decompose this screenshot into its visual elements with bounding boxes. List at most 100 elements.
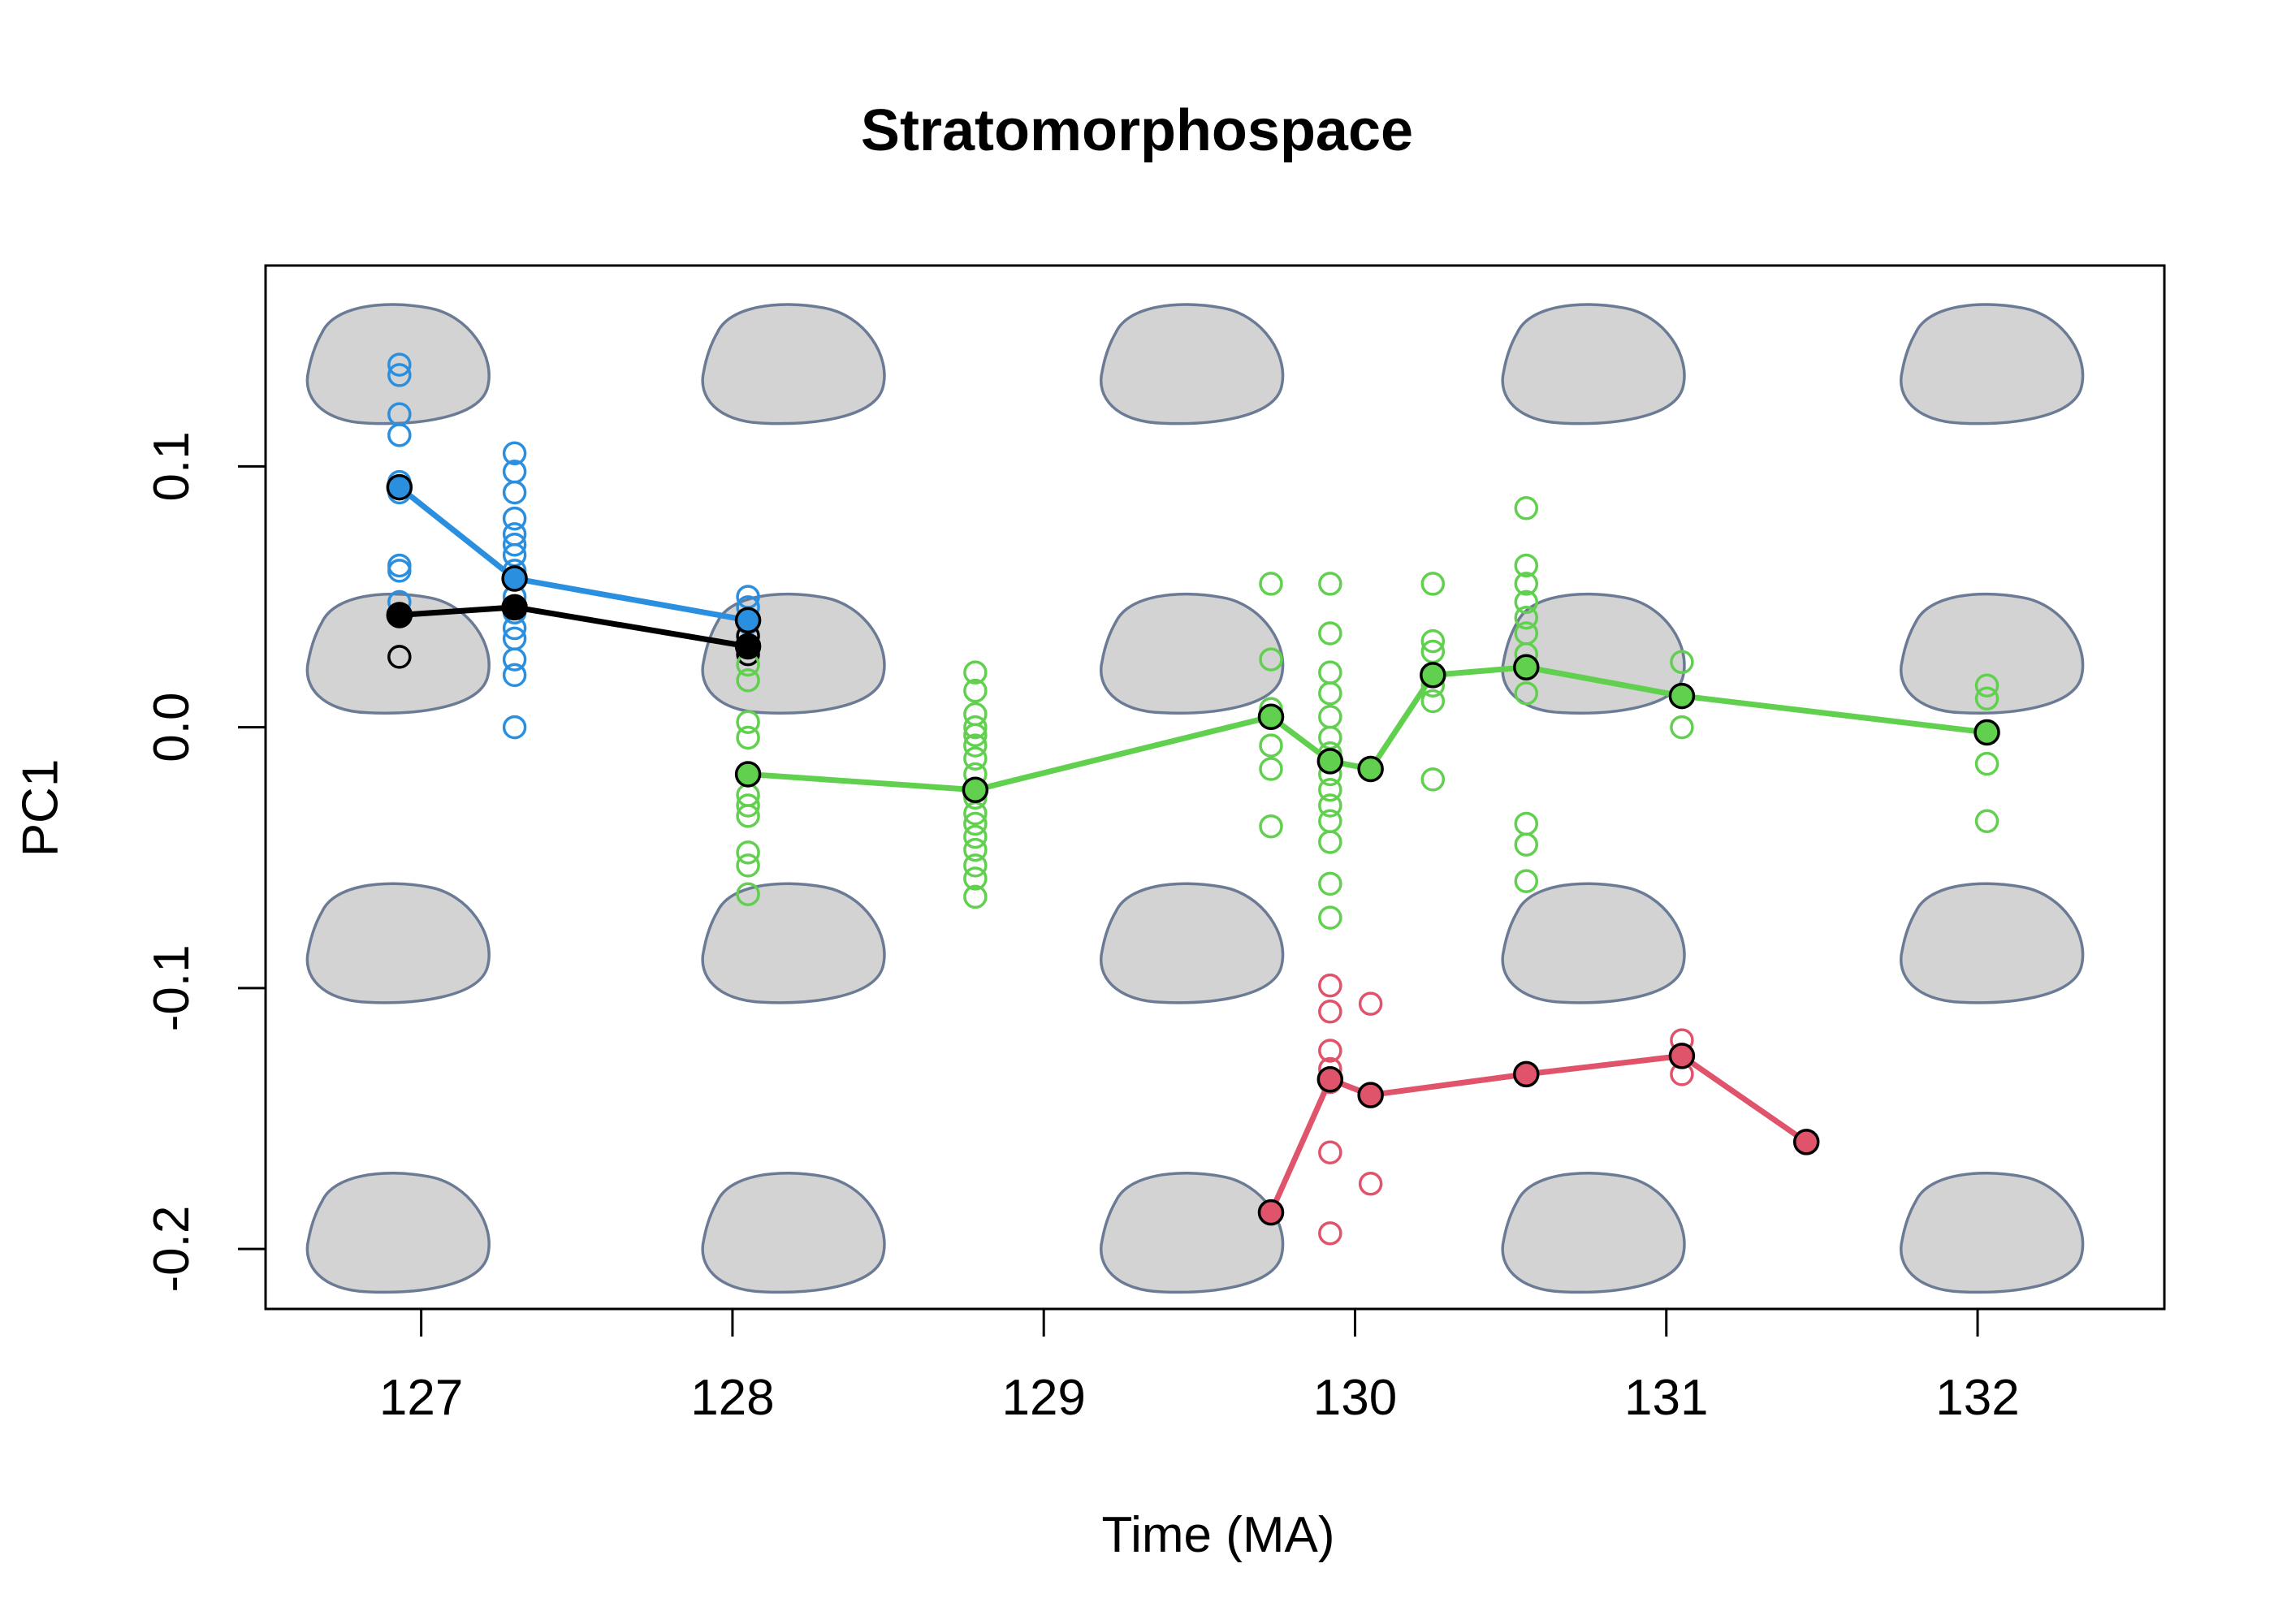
background-shape [1501, 1172, 1686, 1294]
data-point [736, 840, 760, 865]
data-point [736, 804, 760, 828]
axes: 127 128 129 130 131 132 -0.2 -0.1 0.0 0.1 [144, 264, 2166, 1426]
background-shape [1900, 592, 2085, 715]
mean-point [734, 761, 762, 788]
data-point [1318, 1000, 1342, 1024]
data-point [387, 645, 412, 669]
mean-point [1357, 1082, 1384, 1108]
mean-points [386, 473, 2000, 1226]
background-shape [1501, 882, 1686, 1004]
data-point [1670, 650, 1694, 675]
data-point [1514, 572, 1539, 596]
data-point [736, 882, 760, 906]
background-shape [1100, 882, 1285, 1004]
data-point [1259, 572, 1283, 596]
data-point [1318, 905, 1342, 930]
data-point [502, 663, 527, 688]
data-point [502, 441, 527, 466]
data-point [1318, 1140, 1342, 1164]
data-point [1259, 757, 1283, 781]
background-shape [1100, 303, 1285, 425]
y-tick-label: 0.1 [144, 431, 200, 501]
background-shape [1501, 592, 1686, 715]
data-point [1974, 751, 1999, 776]
y-tick-label: 0.0 [144, 693, 200, 762]
data-point [1420, 572, 1446, 596]
mean-point [1316, 748, 1344, 775]
data-point [1318, 777, 1342, 802]
background-shape [305, 1172, 491, 1294]
mean-point [1316, 1066, 1344, 1093]
data-point [736, 725, 760, 750]
data-point [1514, 496, 1539, 520]
series-mean-line [1268, 1052, 1809, 1216]
background-shape [1900, 882, 2085, 1004]
mean-point [734, 607, 762, 634]
data-point [387, 553, 412, 578]
x-axis-label: Time (MA) [1101, 1507, 1335, 1563]
background-shape [1100, 1172, 1285, 1294]
background-shape [305, 592, 491, 715]
y-axis-label: PC1 [12, 758, 69, 857]
data-point [1259, 733, 1283, 758]
data-point [1514, 832, 1539, 857]
data-point [1318, 1221, 1342, 1246]
data-point [1318, 809, 1342, 834]
x-tick-label: 127 [379, 1370, 463, 1426]
data-point [1420, 628, 1446, 654]
data-point [1318, 973, 1342, 998]
data-point [1974, 673, 1999, 698]
data-point [1514, 590, 1539, 615]
x-tick-label: 130 [1313, 1370, 1397, 1426]
mean-point [501, 594, 528, 621]
data-point [1318, 871, 1342, 896]
data-point [963, 660, 988, 685]
data-point [1259, 647, 1283, 672]
data-point [963, 853, 988, 878]
data-point [963, 824, 988, 849]
data-point [963, 811, 988, 836]
mean-point [386, 473, 413, 501]
data-point [502, 532, 527, 557]
data-point [387, 363, 412, 387]
data-point [736, 668, 760, 693]
data-point [1318, 705, 1342, 729]
x-tick-label: 129 [1001, 1370, 1085, 1426]
data-point [736, 710, 760, 734]
data-point [1670, 715, 1694, 740]
y-tick-label: -0.1 [144, 944, 200, 1031]
background-shape [1501, 303, 1686, 425]
mean-point [1257, 703, 1285, 731]
data-point [1358, 991, 1383, 1016]
data-point [502, 480, 527, 505]
data-point [1514, 553, 1539, 578]
mean-point [1257, 1199, 1285, 1226]
background-shape [701, 592, 886, 715]
background-shape [1900, 1172, 2085, 1294]
data-point [387, 423, 412, 447]
data-point [963, 733, 988, 758]
data-point [963, 746, 988, 771]
data-point [1318, 681, 1342, 706]
background-shapes [305, 303, 2085, 1294]
data-point [1318, 830, 1342, 854]
mean-point [1513, 654, 1540, 680]
background-shape [1900, 303, 2085, 425]
data-point [1318, 1039, 1342, 1063]
mean-point [501, 565, 528, 592]
data-point [1318, 572, 1342, 596]
data-point [502, 506, 527, 531]
data-point [963, 837, 988, 862]
mean-point [962, 776, 989, 803]
mean-point [1420, 662, 1446, 689]
data-point [963, 678, 988, 703]
mean-point [1357, 755, 1384, 783]
x-tick-label: 128 [690, 1370, 774, 1426]
data-point [1974, 809, 1999, 834]
series-mean-line [396, 484, 751, 624]
data-point [963, 884, 988, 909]
mean-point [734, 633, 762, 660]
data-point [1318, 793, 1342, 818]
